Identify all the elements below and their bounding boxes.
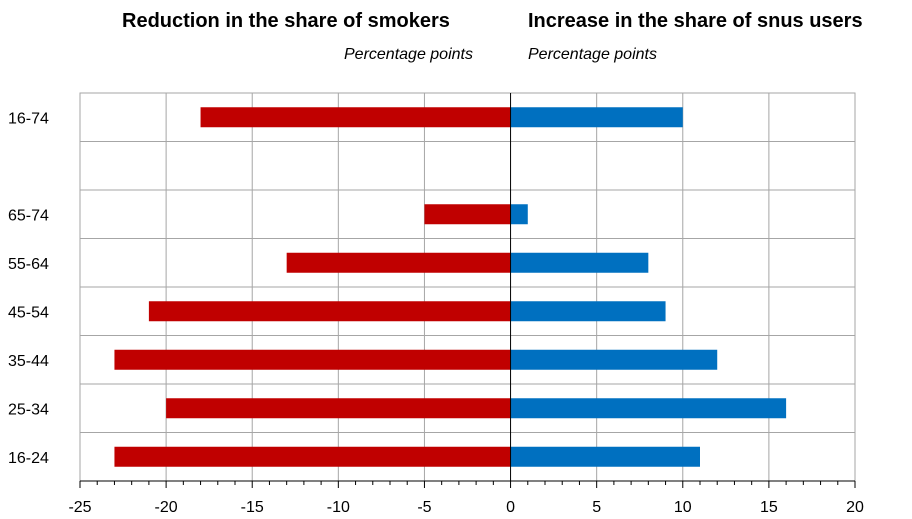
category-label-4: 45-54 [8, 304, 49, 321]
bar-snus-7 [510, 446, 700, 467]
bar-smokers-7 [114, 446, 511, 467]
bar-snus-0 [510, 107, 683, 128]
left-chart-subtitle: Percentage points [344, 46, 473, 63]
bar-snus-4 [510, 301, 666, 322]
x-tick-label-7: 10 [674, 499, 692, 516]
x-tick-label-0: -25 [68, 499, 91, 516]
bar-smokers-0 [200, 107, 511, 128]
bar-smokers-3 [286, 252, 511, 273]
x-tick-label-2: -15 [241, 499, 264, 516]
axis-layer [79, 93, 856, 488]
bar-smokers-5 [114, 349, 511, 370]
category-label-7: 16-24 [8, 450, 49, 467]
x-tick-label-5: 0 [506, 499, 515, 516]
bar-layer [114, 107, 787, 467]
x-tick-label-4: -5 [417, 499, 431, 516]
bar-snus-6 [510, 398, 787, 419]
x-tick-label-9: 20 [846, 499, 864, 516]
right-chart-subtitle: Percentage points [528, 46, 657, 63]
category-label-5: 35-44 [8, 353, 49, 370]
x-tick-label-8: 15 [760, 499, 778, 516]
bar-smokers-6 [166, 398, 511, 419]
category-label-3: 55-64 [8, 256, 49, 273]
left-chart-title: Reduction in the share of smokers [122, 10, 450, 32]
label-layer: -25 -20 -15 -10 -5 0 5 10 15 20 16-74 65-74 55-64 45-… [8, 110, 864, 516]
x-tick-label-1: -20 [155, 499, 178, 516]
bar-smokers-4 [148, 301, 511, 322]
x-tick-label-3: -10 [327, 499, 350, 516]
bar-smokers-2 [424, 204, 511, 225]
x-tick-label-6: 5 [592, 499, 601, 516]
bar-snus-2 [510, 204, 528, 225]
category-label-6: 25-34 [8, 401, 49, 418]
bar-snus-5 [510, 349, 718, 370]
bar-snus-3 [510, 252, 649, 273]
category-label-2: 65-74 [8, 207, 49, 224]
right-chart-title: Increase in the share of snus users [528, 10, 863, 32]
category-label-0: 16-74 [8, 110, 49, 127]
grid-layer [79, 92, 856, 482]
